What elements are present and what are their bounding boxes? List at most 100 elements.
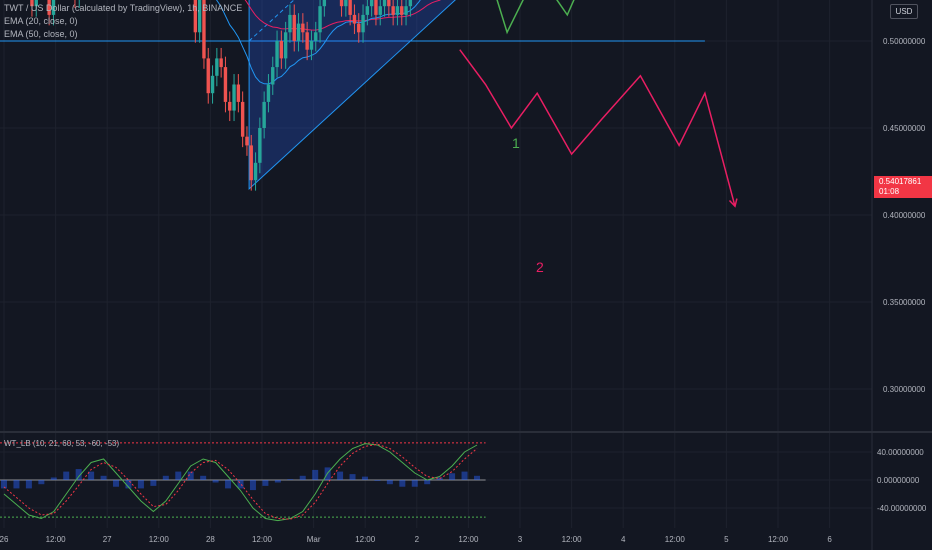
osc-histogram-bar [424,480,431,485]
osc-histogram-bar [113,480,120,487]
osc-histogram-bar [249,480,256,491]
osc-histogram-bar [237,480,244,489]
time-tick-label: 5 [724,535,729,544]
osc-histogram-bar [1,480,7,489]
last-price-value: 0.54017861 [879,177,922,186]
candle-body [279,41,284,59]
candle-body [352,14,357,24]
osc-tick-label: 40.00000000 [877,448,924,457]
osc-histogram-bar [411,480,418,487]
osc-histogram-bar [75,469,82,480]
time-tick-label: 12:00 [46,535,67,544]
symbol-title[interactable]: TWT / US Dollar (calculated by TradingVi… [4,3,243,13]
ema20-line [215,0,421,85]
osc-histogram-bar [399,480,406,487]
osc-histogram-bar [287,479,294,480]
time-tick-label: 28 [206,535,215,544]
candle-body [197,0,202,33]
candle-body [391,6,395,15]
osc-histogram-bar [175,471,182,480]
time-tick-label: 12:00 [562,535,583,544]
candle-body [361,14,365,33]
time-tick-label: 12:00 [665,535,686,544]
candle-body [348,0,352,15]
osc-histogram-bar [349,474,356,480]
candle-body [206,58,210,94]
candle-body [314,32,318,41]
candle-body [369,0,374,7]
candle-body [262,101,266,128]
time-tick-label: 12:00 [149,535,170,544]
candle-body [374,0,378,15]
candle-body [51,0,56,15]
osc-histogram-bar [312,469,319,480]
parallel-channel [248,0,456,191]
channel-fill [248,0,456,191]
candle-body [266,84,271,102]
oscillator-pane [0,442,486,522]
osc-tick-label: -40.00000000 [877,504,927,513]
time-tick-label: Mar [307,535,321,544]
candle-body [228,101,232,111]
time-tick-label: 2 [415,535,420,544]
scenario-2-path [459,49,736,207]
candle-body [240,101,245,137]
candle-body [365,6,370,15]
oscillator-title[interactable]: WT_LB (10, 21, 60, 53, -60, -53) [4,439,120,448]
time-tick-label: 3 [518,535,523,544]
time-tick-label: 27 [103,535,112,544]
candle-body [253,162,258,181]
candle-body [395,6,400,15]
candle-body [309,41,314,50]
candle-body [344,0,348,7]
candle-body [223,67,228,102]
osc-histogram-bar [262,480,269,486]
candle-body [387,0,391,7]
price-tick-label: 0.50000000 [883,37,926,46]
osc-histogram-bar [162,475,169,480]
ema50-legend[interactable]: EMA (50, close, 0) [4,29,78,39]
osc-histogram-bar [274,480,281,483]
time-tick-label: 12:00 [458,535,479,544]
horizontal-levels [0,40,705,42]
candle-body [339,0,344,7]
osc-histogram-bar [299,475,306,480]
osc-histogram-bar [436,477,443,480]
candle-body [34,0,38,7]
candle-body [296,23,301,41]
price-tick-label: 0.40000000 [883,211,926,220]
candle-body [288,14,292,33]
osc-histogram-bar [474,475,480,480]
candle-body [245,136,249,146]
scenario-2-path-arrowhead [728,198,738,208]
osc-histogram-bar [461,471,468,480]
candle-body [236,84,241,102]
osc-histogram-bar [187,471,194,480]
osc-histogram-bar [200,475,207,480]
candle-body [258,128,262,163]
bar-countdown: 01:08 [879,187,900,196]
osc-histogram-bar [125,480,132,489]
osc-histogram-bar [225,480,232,489]
candle-body [305,32,309,50]
scenario-paths [459,0,738,208]
time-tick-label: 12:00 [355,535,376,544]
osc-tick-label: 0.00000000 [877,476,920,485]
osc-histogram-bar [100,475,107,480]
time-tick-label: 4 [621,535,626,544]
scenario-2-label: 2 [536,259,544,275]
candle-body [210,75,215,94]
osc-histogram-bar [50,477,57,480]
chart-grid [0,0,872,528]
currency-button[interactable]: USD [890,4,918,19]
ema20-legend[interactable]: EMA (20, close, 0) [4,16,78,26]
price-axis: 0.700000000.650000000.600000000.55000000… [877,37,927,513]
scenario-1-label: 1 [512,135,520,151]
last-price-tag: 0.54017861 01:08 [874,176,932,198]
osc-histogram-bar [361,476,368,480]
candle-body [382,0,387,7]
moving-averages [215,0,441,85]
candle-body [249,145,253,181]
